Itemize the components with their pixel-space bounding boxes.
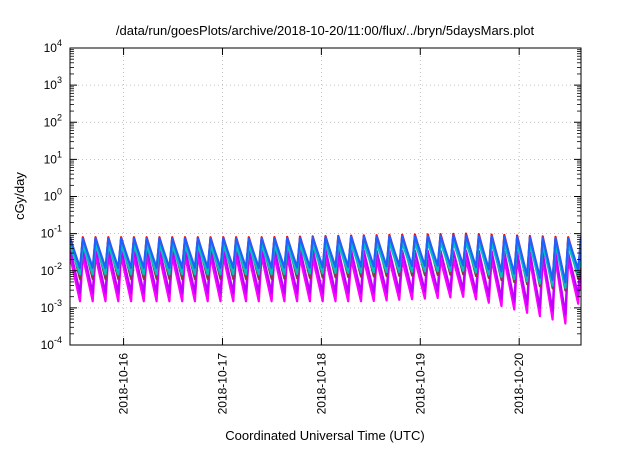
x-tick-label: 2018-10-18	[314, 353, 328, 415]
y-tick-label: 102	[44, 112, 62, 129]
y-tick-label: 100	[44, 187, 62, 204]
y-tick-label: 10-2	[41, 261, 62, 278]
series-layer	[70, 232, 581, 325]
x-tick-label: 2018-10-16	[117, 353, 131, 415]
plot-border	[69, 47, 582, 346]
grid-layer	[70, 48, 581, 345]
y-tick-label: 10-1	[41, 224, 62, 241]
x-tick-label: 2018-10-17	[215, 353, 229, 415]
series-line-6	[70, 234, 581, 284]
y-tick-label: 101	[44, 149, 62, 166]
x-axis-label: Coordinated Universal Time (UTC)	[225, 428, 424, 443]
axis-layer: 10-4 10-3 10-2 10-1 100 101 102 103 104 2018-10-1…	[41, 38, 582, 415]
y-tick-label: 10-4	[41, 335, 62, 352]
x-tick-label: 2018-10-19	[413, 353, 427, 415]
y-tick-label: 10-3	[41, 298, 62, 315]
x-tick-label: 2018-10-20	[512, 353, 526, 415]
series-line-2	[70, 247, 581, 316]
y-tick-label: 103	[44, 75, 62, 92]
y-tick-label: 104	[44, 38, 62, 55]
y-axis-label: cGy/day	[12, 172, 27, 220]
chart-title: /data/run/goesPlots/archive/2018-10-20/1…	[116, 23, 535, 38]
